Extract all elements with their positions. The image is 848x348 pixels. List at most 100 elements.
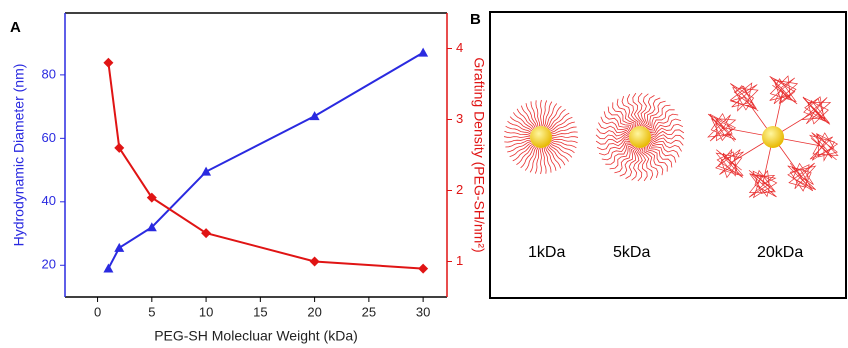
x-tick-label: 5 [148, 304, 155, 319]
x-tick-label: 10 [199, 304, 213, 319]
peg-chain [504, 130, 531, 136]
peg-chain [549, 142, 573, 158]
peg-chain [621, 95, 637, 128]
peg-chain [643, 146, 659, 179]
x-axis-label: PEG-SH Molecluar Weight (kDa) [154, 328, 358, 344]
peg-chain [626, 94, 639, 127]
peg-chain [596, 128, 630, 137]
peg-chain [597, 138, 630, 151]
y-tick-label: 40 [42, 193, 56, 208]
x-tick-label: 30 [416, 304, 430, 319]
peg-chain [607, 106, 633, 130]
diagram-label: 20kDa [757, 244, 803, 261]
peg-chain [546, 105, 562, 129]
peg-chain [603, 111, 632, 132]
x-tick-label: 0 [94, 304, 101, 319]
y2-axis-label: Grafting Density (PEG-SH/nm²) [471, 57, 487, 252]
peg-chain [551, 126, 577, 135]
peg-chain [647, 144, 673, 168]
peg-chain [504, 138, 531, 143]
peg-chain [605, 143, 632, 165]
peg-chain [505, 139, 531, 148]
peg-chain [547, 108, 566, 129]
peg-chain [524, 146, 537, 171]
peg-chain [530, 101, 539, 127]
peg-chain [639, 147, 648, 182]
peg-chain [535, 100, 540, 127]
peg-chain [516, 145, 535, 166]
peg-coil [808, 132, 839, 162]
peg-chain [549, 112, 570, 131]
x-tick-label: 20 [307, 304, 321, 319]
peg-chain [619, 146, 636, 177]
peg-chain [646, 145, 668, 172]
peg-chain [509, 142, 532, 158]
series-line [107, 51, 424, 269]
marker [418, 47, 429, 57]
peg-chain [549, 143, 570, 162]
peg-chain [545, 146, 557, 171]
peg-coil [729, 82, 759, 112]
peg-chain [503, 136, 531, 138]
x-tick-label: 15 [253, 304, 267, 319]
peg-chain [505, 125, 531, 135]
peg-chain [551, 138, 578, 144]
marker [309, 111, 320, 121]
y-tick-label: 20 [42, 257, 56, 272]
peg-chain [546, 146, 562, 169]
nanoparticle [530, 126, 552, 148]
peg-chain [642, 95, 655, 127]
peg-chain [612, 102, 634, 129]
peg-chain [648, 109, 675, 131]
marker [418, 263, 429, 274]
peg-chain [650, 139, 682, 152]
peg-chain [600, 116, 631, 133]
peg-chain [540, 147, 542, 175]
peg-chain [551, 139, 577, 149]
marker [103, 263, 114, 273]
y2-tick-label: 1 [456, 253, 463, 268]
marker [146, 222, 157, 232]
y2-tick-label: 4 [456, 40, 463, 55]
peg-chain [543, 101, 553, 127]
peg-chain [641, 147, 654, 180]
peg-chain [614, 145, 635, 174]
peg-chain [534, 147, 540, 174]
peg-chain [650, 137, 684, 146]
peg-chain [543, 147, 552, 173]
peg-chain [648, 142, 677, 163]
marker [146, 192, 157, 203]
peg-chain [625, 147, 638, 179]
peg-chain [550, 121, 575, 133]
peg-chain [542, 147, 547, 174]
peg-chain [632, 92, 641, 127]
peg-chain [650, 123, 683, 136]
peg-chain [507, 141, 532, 153]
peg-chain [598, 140, 631, 156]
peg-chain [650, 134, 685, 140]
peg-chain [595, 136, 630, 145]
peg-chain [540, 99, 542, 127]
peg-chain [520, 105, 536, 128]
peg-chain [601, 142, 631, 161]
diagram-label: 1kDa [528, 244, 565, 261]
peg-chain [595, 134, 630, 140]
peg-chain [647, 104, 671, 130]
marker [103, 57, 114, 68]
peg-coil [707, 112, 737, 142]
peg-chain [551, 131, 578, 136]
peg-chain [525, 103, 537, 128]
peg-chain [645, 146, 664, 176]
marker [201, 228, 212, 239]
peg-chain [529, 147, 539, 173]
y-tick-label: 80 [42, 66, 56, 81]
y-axis-label: Hydrodynamic Diameter (nm) [11, 64, 27, 247]
marker [309, 256, 320, 267]
peg-chain [509, 116, 533, 132]
panel-label: A [10, 19, 21, 36]
peg-chain [550, 141, 575, 154]
peg-chain [550, 116, 573, 132]
x-tick-label: 25 [362, 304, 376, 319]
y2-tick-label: 3 [456, 111, 463, 126]
peg-chain [520, 145, 536, 169]
